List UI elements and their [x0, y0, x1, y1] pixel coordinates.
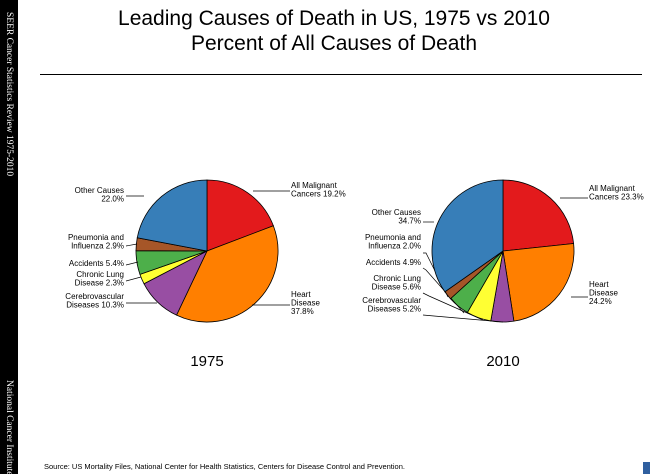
- pie-1975-label-pneumonia-and-influenza: Pneumonia and Influenza 2.9%: [68, 233, 124, 250]
- pie-2010-label-cerebrovascular-diseases: Cerebrovascular Diseases 5.2%: [362, 296, 421, 313]
- pie-2010-label-all-malignant-cancers: All Malignant Cancers 23.3%: [589, 184, 644, 201]
- pie-2010-slice-other-causes: [431, 179, 504, 293]
- source-note: Source: US Mortality Files, National Cen…: [44, 462, 405, 471]
- side-bar: SEER Cancer Statistics Review 1975-2010 …: [0, 0, 18, 476]
- pie-1975-label-heart-disease: Heart Disease 37.8%: [291, 290, 320, 316]
- title-divider: [40, 74, 642, 75]
- pie-1975-label-chronic-lung-disease: Chronic Lung Disease 2.3%: [75, 270, 124, 287]
- pie-1975-slice-all-malignant-cancers: [206, 179, 274, 252]
- chart-title: Leading Causes of Death in US, 1975 vs 2…: [18, 6, 650, 56]
- pie-2010-year-label: 2010: [486, 353, 519, 370]
- pie-2010-label-heart-disease: Heart Disease 24.2%: [589, 280, 618, 306]
- pie-1975-slice-other-causes: [136, 179, 208, 252]
- pie-2010-label-pneumonia-and-influenza: Pneumonia and Influenza 2.0%: [365, 233, 421, 250]
- pie-1975-label-accidents: Accidents 5.4%: [69, 259, 124, 268]
- corner-tab: [643, 462, 650, 474]
- pie-1975-slice-heart-disease: [176, 225, 279, 323]
- pie-1975-leader-accidents: [125, 261, 139, 266]
- pie-2010-label-other-causes: Other Causes 34.7%: [372, 208, 421, 225]
- chart-title-line1: Leading Causes of Death in US, 1975 vs 2…: [118, 7, 550, 30]
- pie-2010-leader-accidents: [422, 267, 465, 314]
- pie-2010-slice-heart-disease: [502, 243, 575, 322]
- pie-2010-leader-cerebrovascular-diseases: [422, 314, 504, 323]
- pie-1975-label-all-malignant-cancers: All Malignant Cancers 19.2%: [291, 181, 346, 198]
- pie-2010-leader-chronic-lung-disease: [422, 292, 484, 321]
- pie-1975-label-other-causes: Other Causes 22.0%: [75, 186, 124, 203]
- pie-2010-slice-all-malignant-cancers: [502, 179, 575, 252]
- pie-1975-label-cerebrovascular-diseases: Cerebrovascular Diseases 10.3%: [65, 292, 124, 309]
- pie-2010-label-chronic-lung-disease: Chronic Lung Disease 5.6%: [372, 274, 421, 291]
- pie-1975-leader-chronic-lung-disease: [125, 276, 142, 282]
- pie-1975-leader-pneumonia-and-influenza: [125, 243, 138, 247]
- pie-2010-label-accidents: Accidents 4.9%: [366, 258, 421, 267]
- pie-1975-year-label: 1975: [190, 353, 223, 370]
- chart-title-line2: Percent of All Causes of Death: [191, 32, 477, 55]
